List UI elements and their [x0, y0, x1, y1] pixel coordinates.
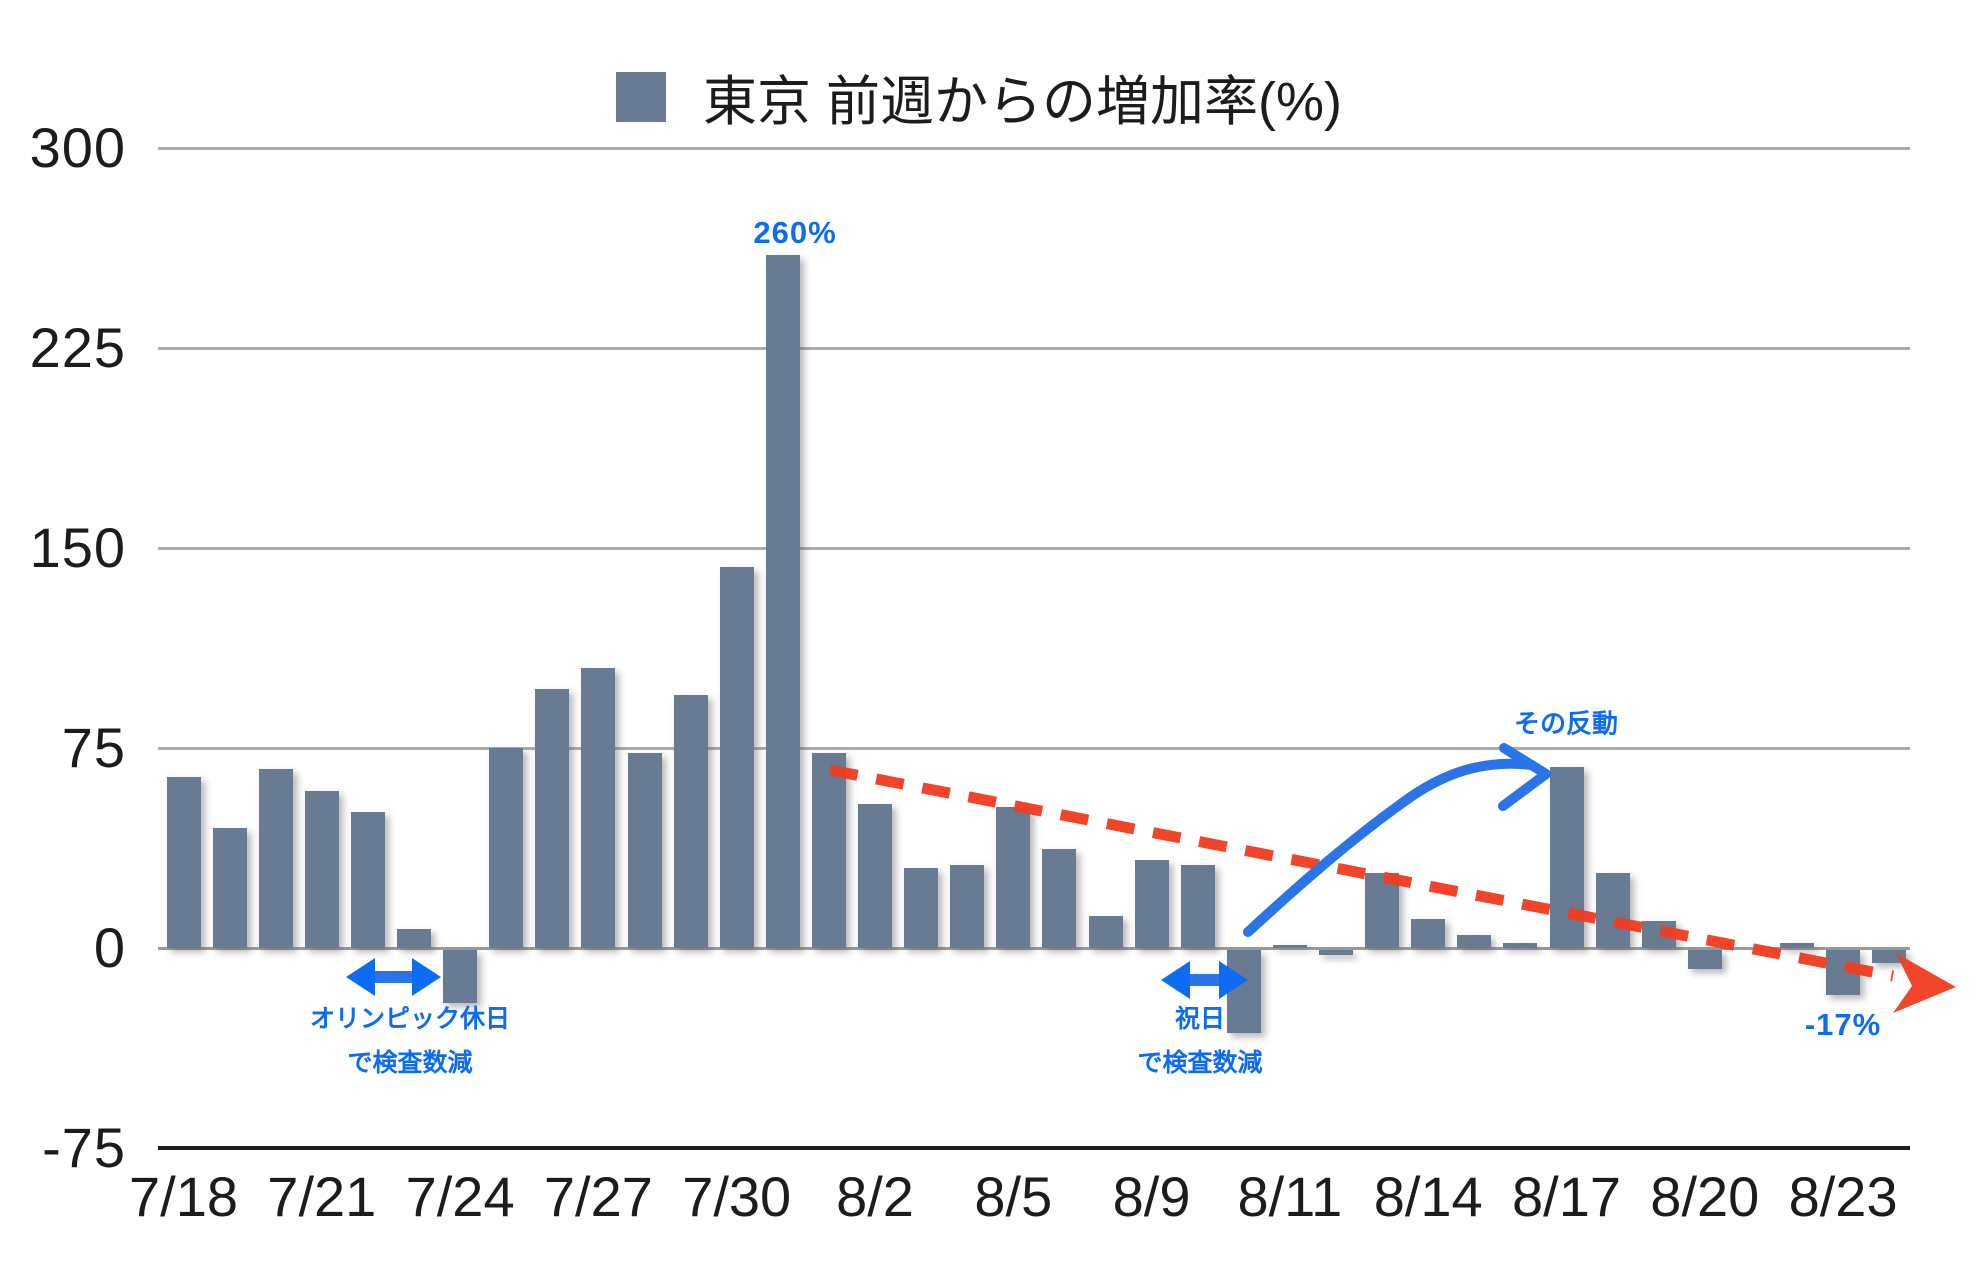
bar	[1826, 950, 1861, 996]
bar	[1641, 921, 1676, 948]
holiday-note-line1: 祝日	[1174, 1005, 1226, 1033]
bar	[1134, 860, 1169, 948]
bar	[1180, 865, 1215, 948]
bar	[350, 812, 385, 948]
olympic-arrowhead-left	[346, 958, 375, 996]
bar	[443, 950, 478, 1004]
rebound-arrowhead	[1498, 743, 1551, 811]
gridline-300	[158, 147, 1910, 150]
x-tick-label: 8/17	[1512, 1165, 1621, 1228]
x-tick-label: 8/9	[1112, 1165, 1191, 1228]
bar	[1411, 918, 1446, 948]
y-tick-label: 150	[29, 516, 126, 579]
y-tick-label: -75	[42, 1116, 126, 1179]
bar	[719, 566, 754, 948]
bar	[166, 777, 201, 948]
bar	[1503, 942, 1538, 948]
y-tick-label: 0	[93, 916, 126, 979]
x-tick-label: 7/30	[682, 1165, 792, 1228]
bar	[1272, 945, 1307, 948]
olympic-note-line2: で検査数減	[347, 1049, 473, 1077]
x-tick-label: 8/5	[974, 1165, 1053, 1228]
bar	[581, 668, 616, 948]
bar	[765, 254, 800, 948]
olympic-note-line1: オリンピック休日	[309, 1005, 511, 1033]
x-tick-label: 7/27	[543, 1165, 653, 1228]
y-tick-label: 225	[29, 316, 126, 379]
x-tick-label: 7/21	[267, 1165, 377, 1228]
bar	[1088, 916, 1123, 948]
x-tick-label: 8/20	[1650, 1165, 1760, 1228]
bar	[1042, 849, 1077, 948]
bar	[904, 868, 939, 948]
bar	[397, 929, 431, 948]
y-tick-label: 75	[61, 716, 126, 779]
x-axis-line	[158, 1146, 1910, 1150]
x-tick-label: 8/23	[1788, 1165, 1898, 1228]
bar	[1780, 942, 1814, 948]
bar	[673, 694, 708, 948]
y-tick-label: 300	[29, 116, 126, 179]
bar	[1365, 873, 1400, 948]
bar	[811, 753, 846, 948]
gridline-75	[158, 747, 1910, 750]
olympic-range-arrow	[346, 958, 441, 996]
bar	[1595, 873, 1630, 948]
bar	[1226, 950, 1261, 1033]
bar	[1872, 950, 1907, 964]
bar	[996, 806, 1031, 948]
x-tick-label: 7/24	[405, 1165, 515, 1228]
gridline-150	[158, 547, 1910, 550]
x-tick-label: 8/11	[1237, 1165, 1343, 1228]
trend-dashed-line	[828, 764, 1895, 982]
bar	[489, 748, 524, 948]
legend: 東京 前週からの増加率(%)	[616, 57, 1342, 136]
x-tick-label: 7/18	[129, 1165, 238, 1228]
bar	[858, 804, 892, 948]
legend-swatch	[616, 71, 666, 122]
olympic-arrowhead-right	[412, 958, 441, 996]
x-tick-label: 8/14	[1373, 1165, 1483, 1228]
legend-label: 東京 前週からの増加率(%)	[703, 72, 1342, 132]
bar	[1457, 934, 1492, 948]
bar	[1549, 766, 1584, 948]
peak-value-label: 260%	[753, 215, 837, 250]
end-value-label: -17%	[1804, 1007, 1882, 1042]
holiday-arrowhead-left	[1161, 961, 1190, 999]
bar	[627, 753, 662, 948]
bar	[304, 790, 339, 948]
bar	[950, 865, 985, 948]
bar	[535, 689, 570, 948]
bar	[258, 769, 293, 948]
gridline-225	[158, 347, 1910, 350]
x-tick-label: 8/2	[836, 1165, 914, 1228]
bar	[212, 828, 247, 948]
bar	[1319, 950, 1353, 956]
bar	[1687, 950, 1722, 969]
holiday-note-line2: で検査数減	[1137, 1049, 1263, 1077]
rebound-note: その反動	[1513, 708, 1619, 739]
